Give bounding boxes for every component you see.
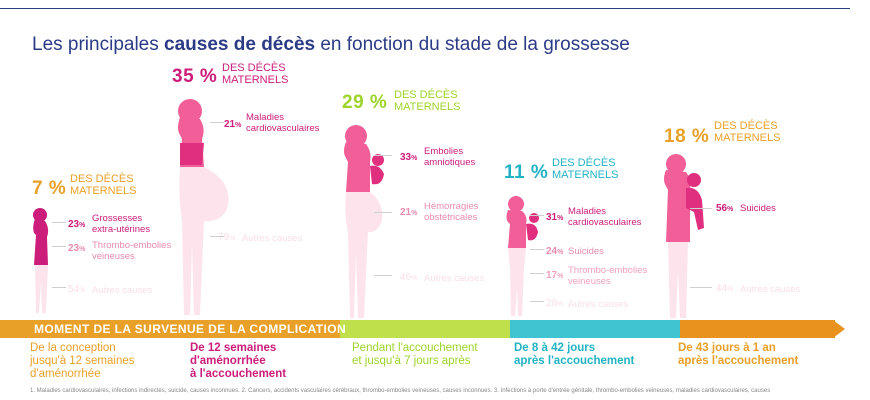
tick bbox=[690, 208, 712, 209]
page-title: Les principales causes de décès en fonct… bbox=[32, 34, 630, 56]
cause-value: 46% bbox=[400, 272, 418, 283]
period-label: De la conception jusqu'à 12 semaines d'amé… bbox=[30, 342, 135, 380]
cause-value: 31% bbox=[546, 212, 564, 223]
cause-label: Autres causes bbox=[740, 284, 801, 295]
title-bold: causes de décès bbox=[164, 34, 316, 55]
timeline-segment bbox=[510, 320, 680, 338]
cause-label: Autres causes bbox=[242, 233, 303, 244]
cause-label: Embolies amniotiques bbox=[424, 146, 476, 168]
tick bbox=[52, 287, 66, 288]
title-post: en fonction du stade de la grossesse bbox=[315, 34, 630, 55]
woman-silhouette-icon bbox=[33, 208, 49, 313]
cause-value: 21% bbox=[400, 207, 418, 218]
mother-with-baby-silhouette-icon bbox=[506, 196, 539, 316]
stage-3-percentage: 29 % bbox=[342, 92, 388, 113]
stage-2-percentage: 35 % bbox=[172, 66, 218, 87]
cause-label: Thrombo-embolies veineuses bbox=[568, 265, 648, 287]
tick bbox=[210, 122, 224, 123]
cause-label: Suicides bbox=[740, 203, 776, 214]
stage-1-percentage-label: DES DÉCÈS MATERNELS bbox=[70, 173, 137, 197]
stage-4-percentage: 11 % bbox=[504, 162, 549, 183]
cause-value: 44% bbox=[716, 283, 734, 294]
cause-value: 54% bbox=[68, 284, 86, 295]
cause-value: 24% bbox=[546, 246, 564, 257]
cause-value: 56% bbox=[716, 203, 734, 214]
cause-label: Autres causes bbox=[92, 285, 153, 296]
timeline-segment bbox=[0, 320, 340, 338]
footnote: 1. Maladies cardiovasculaires, infection… bbox=[30, 388, 771, 394]
timeline-segment bbox=[680, 320, 835, 338]
stage-2-percentage-label: DES DÉCÈS MATERNELS bbox=[222, 62, 289, 86]
period-label: De 8 à 42 jours après l'accouchement bbox=[514, 342, 635, 367]
tick bbox=[530, 249, 544, 250]
tick bbox=[210, 236, 224, 237]
timeline-label: MOMENT DE LA SURVENUE DE LA COMPLICATION bbox=[34, 322, 347, 336]
tick bbox=[374, 212, 392, 213]
period-label: De 43 jours à 1 an après l'accouchement bbox=[678, 342, 799, 367]
period-label: De 12 semaines d'aménorrhée à l'accoucheme… bbox=[190, 342, 287, 380]
tick bbox=[374, 155, 392, 156]
cause-label: Autres causes bbox=[568, 299, 629, 310]
pregnant-woman-silhouette-icon bbox=[178, 99, 229, 315]
mother-holding-child-silhouette-icon bbox=[664, 154, 704, 318]
tick bbox=[52, 222, 66, 223]
tick bbox=[530, 273, 544, 274]
cause-value: 28% bbox=[546, 298, 564, 309]
cause-value: 23% bbox=[68, 243, 86, 254]
tick bbox=[374, 275, 392, 276]
tick bbox=[530, 215, 544, 216]
stage-3-percentage-label: DES DÉCÈS MATERNELS bbox=[394, 89, 461, 113]
timeline-bar bbox=[0, 320, 845, 338]
title-pre: Les principales bbox=[32, 34, 165, 55]
top-rule bbox=[0, 8, 850, 9]
mother-with-newborn-silhouette-icon bbox=[344, 125, 384, 318]
tick bbox=[52, 246, 66, 247]
stage-4-percentage-label: DES DÉCÈS MATERNELS bbox=[552, 157, 619, 181]
tick bbox=[530, 301, 544, 302]
cause-value: 79% bbox=[218, 232, 236, 243]
cause-value: 17% bbox=[546, 270, 564, 281]
arrow-right-icon bbox=[833, 320, 845, 338]
stage-5-percentage: 18 % bbox=[664, 126, 710, 147]
cause-value: 21% bbox=[224, 119, 242, 130]
stage-1-percentage: 7 % bbox=[32, 178, 67, 199]
tick bbox=[690, 287, 712, 288]
cause-label: Hémorragies obstétricales bbox=[424, 201, 479, 223]
cause-label: Grossesses extra-utérines bbox=[92, 213, 151, 235]
cause-label: Maladies cardiovasculaires bbox=[568, 206, 642, 228]
cause-label: Thrombo-embolies veineuses bbox=[92, 240, 172, 262]
stage-5-percentage-label: DES DÉCÈS MATERNELS bbox=[714, 120, 781, 144]
period-label: Pendant l'accouchement et jusqu'à 7 jours… bbox=[352, 342, 478, 367]
timeline-segment bbox=[340, 320, 510, 338]
cause-value: 33% bbox=[400, 152, 418, 163]
cause-label: Maladies cardiovasculaires bbox=[246, 112, 320, 134]
cause-value: 23% bbox=[68, 219, 86, 230]
cause-label: Autres causes bbox=[424, 273, 485, 284]
cause-label: Suicides bbox=[568, 246, 604, 257]
